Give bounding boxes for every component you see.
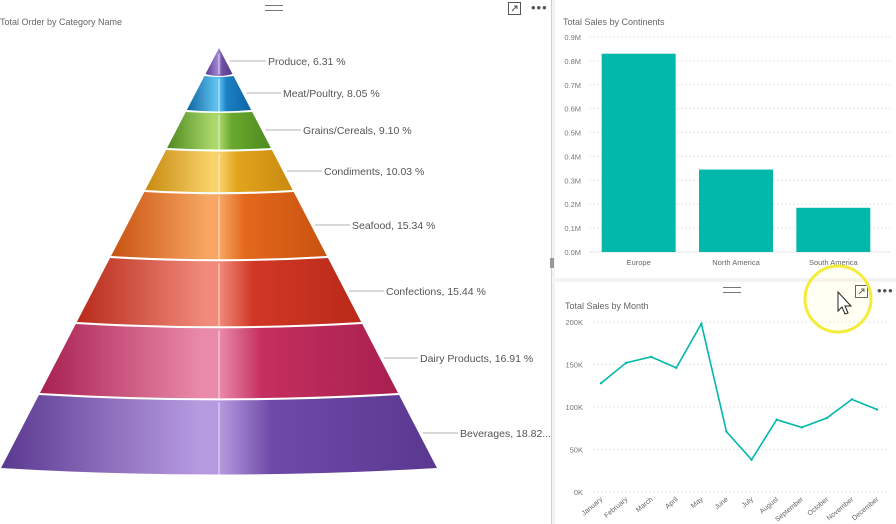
continents-title: Total Sales by Continents [563, 17, 665, 27]
month-line-chart: 0K 50K 100K 150K 200K January February March Apr… [565, 318, 889, 524]
y-tick-label: 0.5M [564, 129, 581, 138]
bar[interactable] [699, 169, 773, 252]
bar[interactable] [796, 207, 871, 252]
sales-line[interactable] [600, 321, 878, 462]
x-tick-label: May [690, 496, 705, 510]
x-tick-label: July [741, 496, 755, 510]
x-tick-label: April [664, 496, 680, 511]
y-tick-label: 0.2M [564, 200, 581, 209]
pyramid-segment[interactable] [111, 192, 327, 260]
pyramid-visual[interactable]: ••• Total Order by Category Name Produce… [0, 0, 551, 524]
x-tick-label: North America [712, 258, 760, 267]
drag-handle-icon[interactable] [265, 5, 283, 11]
line-point[interactable] [800, 426, 803, 429]
x-tick-label: August [759, 496, 780, 515]
bar[interactable] [601, 53, 676, 252]
x-tick-label: Europe [627, 258, 651, 267]
pyramid-segment[interactable] [145, 150, 293, 193]
more-options-icon[interactable]: ••• [877, 283, 894, 298]
y-tick-label: 0.4M [564, 152, 581, 161]
pyramid-label: Meat/Poultry, 8.05 % [283, 88, 380, 100]
line-point[interactable] [700, 322, 703, 325]
focus-mode-icon[interactable] [508, 2, 521, 17]
pyramid-label: Condiments, 10.03 % [324, 166, 424, 178]
continents-visual[interactable]: Total Sales by Continents 0.0M 0.1M 0.2M 0.… [555, 0, 896, 278]
x-tick-label: October [807, 496, 831, 518]
y-tick-label: 0.0M [564, 248, 581, 257]
y-tick-label: 0.8M [564, 57, 581, 66]
y-tick-label: 0.9M [564, 33, 581, 42]
x-tick-label: September [774, 496, 805, 524]
drag-handle-icon[interactable] [723, 287, 741, 293]
line-point[interactable] [624, 361, 628, 364]
line-point[interactable] [725, 430, 728, 433]
pyramid-label: Dairy Products, 16.91 % [420, 353, 533, 365]
line-point[interactable] [675, 366, 678, 370]
pyramid-label: Beverages, 18.82... [460, 428, 551, 440]
line-point[interactable] [775, 418, 778, 421]
y-tick-label: 100K [565, 403, 583, 412]
y-tick-label: 150K [565, 361, 583, 370]
y-tick-label: 200K [565, 318, 583, 327]
x-tick-label: June [714, 496, 730, 511]
pyramid-label: Produce, 6.31 % [268, 56, 346, 68]
more-options-icon[interactable]: ••• [531, 0, 548, 15]
y-tick-label: 0K [574, 488, 583, 497]
y-tick-label: 0.1M [564, 224, 581, 233]
pyramid-segment[interactable] [1, 395, 437, 475]
pyramid-label: Seafood, 15.34 % [352, 220, 435, 232]
pyramid-label: Confections, 15.44 % [386, 286, 486, 298]
pyramid-title: Total Order by Category Name [0, 17, 123, 27]
resize-handle[interactable] [550, 258, 554, 268]
pyramid-chart: Produce, 6.31 % Meat/Poultry, 8.05 % Grain… [1, 48, 551, 475]
y-tick-label: 0.7M [564, 81, 581, 90]
line-point[interactable] [649, 355, 653, 359]
pyramid-segment[interactable] [186, 76, 252, 112]
x-tick-label: February [603, 496, 629, 520]
continents-bar-chart: 0.0M 0.1M 0.2M 0.3M 0.4M 0.5M 0.6M 0.7M 0.8M 0.9M… [564, 33, 891, 267]
x-tick-label: South America [809, 258, 859, 267]
month-title: Total Sales by Month [565, 301, 649, 311]
y-tick-label: 0.3M [564, 176, 581, 185]
month-visual[interactable]: ••• Total Sales by Month 0K 50K 100K 150K 20… [555, 282, 896, 524]
x-tick-label: December [851, 496, 881, 523]
pyramid-segment[interactable] [205, 48, 233, 76]
x-tick-label: January [581, 496, 605, 518]
line-point[interactable] [850, 398, 854, 401]
pyramid-segment[interactable] [76, 258, 362, 327]
pyramid-segment[interactable] [167, 112, 271, 150]
pyramid-label: Grains/Cereals, 9.10 % [303, 125, 412, 137]
line-point[interactable] [750, 458, 753, 461]
y-tick-label: 0.6M [564, 105, 581, 114]
line-point[interactable] [825, 416, 829, 420]
y-tick-label: 50K [570, 446, 583, 455]
line-point[interactable] [599, 382, 603, 385]
x-tick-label: March [635, 496, 654, 514]
pyramid-segment[interactable] [39, 324, 399, 399]
line-point[interactable] [875, 408, 879, 411]
